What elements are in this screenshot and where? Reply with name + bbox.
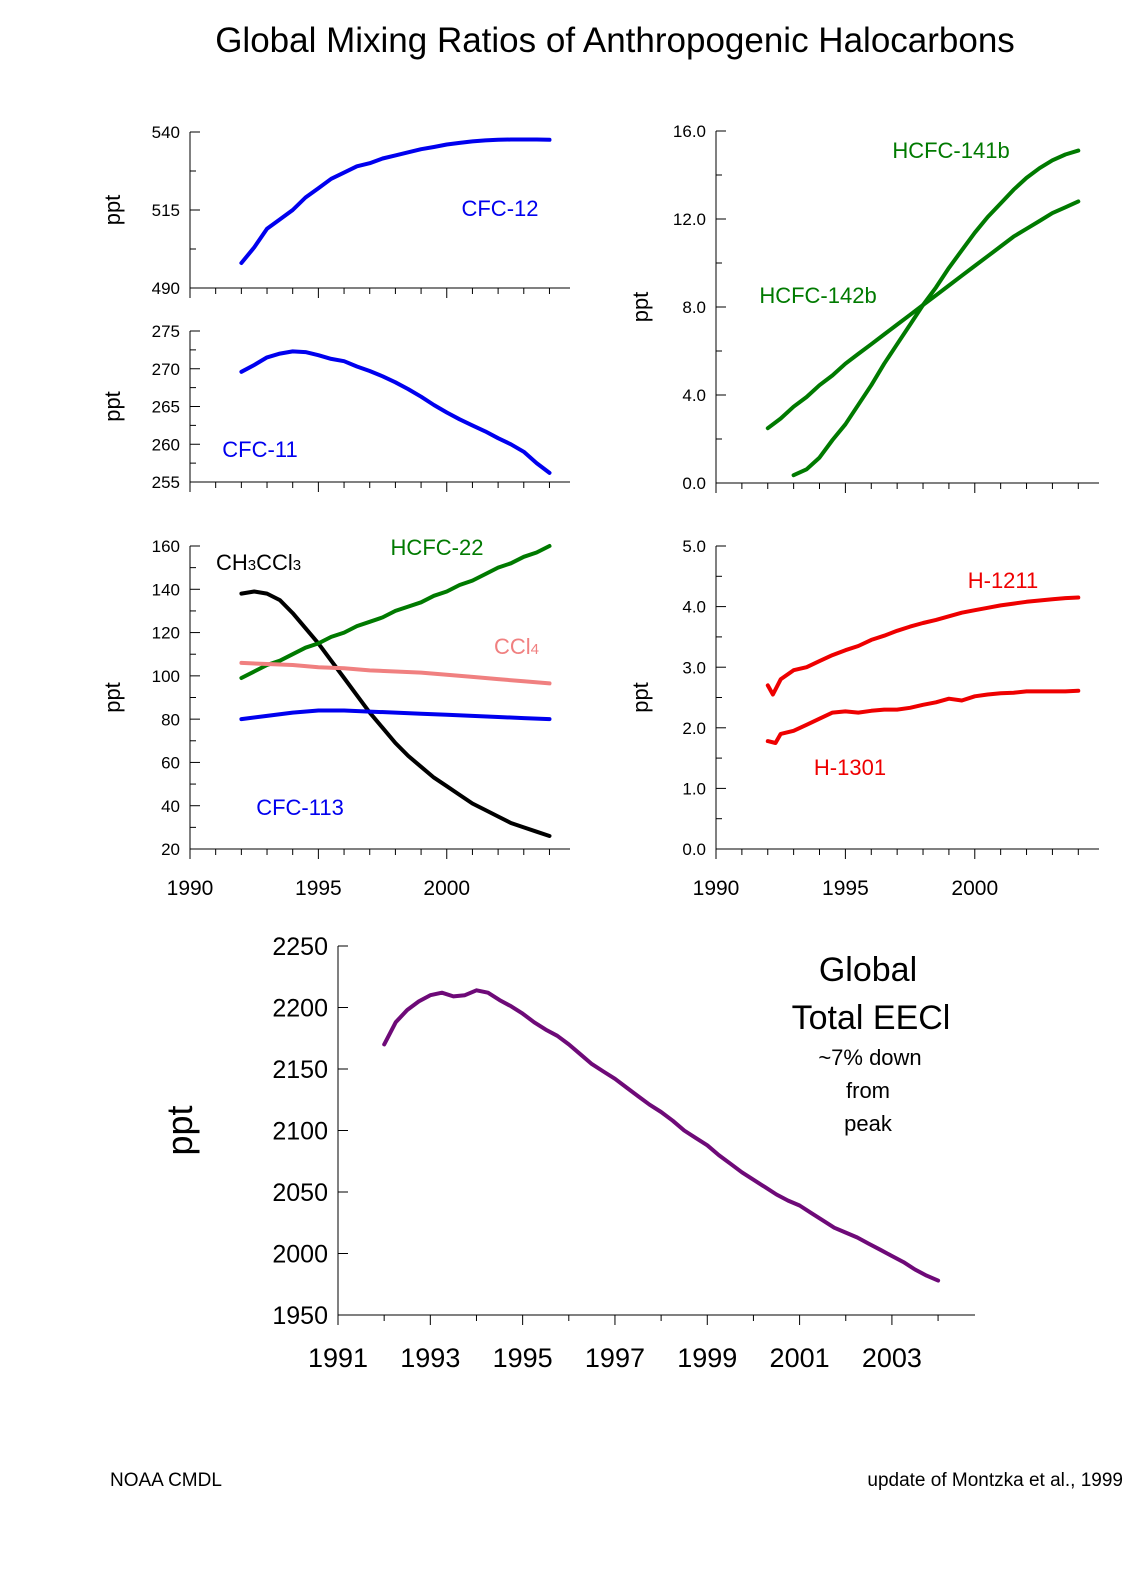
chart-eecl: 1950 2000 2050 2100 2150 2200 2250 1991 1993 1995…: [159, 933, 975, 1373]
ch3ccl3-label: CH3CCl3: [216, 550, 301, 575]
x-tick-label: 1999: [677, 1343, 737, 1373]
y-axis-label: ppt: [628, 292, 653, 323]
footer-source: NOAA CMDL: [110, 1470, 222, 1491]
y-tick-label: 255: [152, 473, 180, 492]
x-tick-label: 1991: [308, 1343, 368, 1373]
series-line-hcfc-22: [239, 544, 552, 680]
x-tick-label: 2000: [951, 877, 998, 900]
y-tick-label: 1.0: [682, 780, 706, 799]
cfc12-label: CFC-12: [461, 196, 538, 221]
y-tick-label: 20: [161, 840, 180, 859]
hcfc142b-label: HCFC-142b: [759, 283, 876, 308]
chart-mixed: 20 40 60 80 100 120 140 160 1990 1995 2000 ppt: [100, 537, 570, 900]
x-tick-label: 1995: [295, 877, 342, 900]
x-tick-label: 2003: [862, 1343, 922, 1373]
y-tick-label: 540: [152, 123, 180, 142]
x-tick-label: 1993: [400, 1343, 460, 1373]
y-axis-label: ppt: [100, 195, 125, 226]
eecl-line-3: ~7% down: [818, 1045, 921, 1070]
x-tick-label: 1997: [585, 1343, 645, 1373]
series-line-hcfc-141b: [791, 148, 1081, 478]
footer-reference: update of Montzka et al., 1999: [867, 1470, 1123, 1491]
y-tick-label: 490: [152, 279, 180, 298]
chart-halons: 0.0 1.0 2.0 3.0 4.0 5.0 1990 1995 2000 ppt: [628, 537, 1099, 900]
series-line-cfc-12: [239, 137, 552, 265]
x-tick-label: 2001: [770, 1343, 830, 1373]
y-axis-label: ppt: [100, 391, 125, 422]
x-tick-label: 1990: [167, 877, 214, 900]
cfc113-label: CFC-113: [256, 795, 344, 820]
y-tick-label: 3.0: [682, 658, 706, 677]
y-tick-label: 5.0: [682, 537, 706, 556]
x-tick-label: 1990: [693, 877, 740, 900]
y-tick-label: 265: [152, 398, 180, 417]
series-line-cfc-113: [239, 708, 552, 722]
y-axis-label: ppt: [628, 682, 653, 713]
y-tick-label: 2150: [272, 1056, 328, 1084]
y-tick-label: 2200: [272, 995, 328, 1023]
series-line-h-1301: [765, 688, 1081, 745]
y-tick-label: 275: [152, 322, 180, 341]
y-tick-label: 2000: [272, 1241, 328, 1269]
y-tick-label: 12.0: [673, 210, 706, 229]
y-axis-label: ppt: [159, 1105, 200, 1155]
chart-hcfc141b-142b: 0.0 4.0 8.0 12.0 16.0 ppt: [628, 122, 1099, 493]
y-tick-label: 16.0: [673, 122, 706, 141]
series-line-cfc-11: [239, 349, 552, 475]
x-tick-label: 1995: [822, 877, 869, 900]
y-tick-label: 2.0: [682, 719, 706, 738]
y-tick-label: 120: [152, 624, 180, 643]
ccl4-label: CCl4: [494, 634, 539, 659]
eecl-line-4: from: [846, 1078, 890, 1103]
eecl-line-5: peak: [844, 1111, 893, 1136]
chart-cfc12: 490 515 540 ppt: [100, 123, 570, 298]
series-line-ccl4: [239, 660, 552, 686]
y-tick-label: 60: [161, 754, 180, 773]
x-tick-label: 2000: [423, 877, 470, 900]
y-tick-label: 1950: [272, 1302, 328, 1330]
eecl-annotation: Global Total EECl ~7% down from peak: [792, 951, 951, 1136]
hcfc141b-label: HCFC-141b: [892, 138, 1009, 163]
y-tick-label: 2100: [272, 1118, 328, 1146]
y-tick-label: 160: [152, 537, 180, 556]
y-tick-label: 4.0: [682, 598, 706, 617]
series-line-ch3ccl3: [239, 589, 552, 838]
chart-cfc11: 255 260 265 270 275 ppt: [100, 322, 570, 492]
y-tick-label: 80: [161, 710, 180, 729]
y-axis-label: ppt: [100, 682, 125, 713]
series-line-eecl: [382, 988, 941, 1283]
y-tick-label: 4.0: [682, 386, 706, 405]
y-tick-label: 8.0: [682, 298, 706, 317]
y-tick-label: 0.0: [682, 840, 706, 859]
h1211-label: H-1211: [968, 568, 1039, 593]
y-tick-label: 2250: [272, 933, 328, 961]
y-tick-label: 270: [152, 360, 180, 379]
x-tick-label: 1995: [493, 1343, 553, 1373]
y-tick-label: 260: [152, 435, 180, 454]
figure-title: Global Mixing Ratios of Anthropogenic Ha…: [215, 21, 1015, 60]
y-tick-label: 140: [152, 580, 180, 599]
eecl-line-2: Total EECl: [792, 999, 951, 1037]
y-tick-label: 40: [161, 797, 180, 816]
y-tick-label: 515: [152, 201, 180, 220]
y-tick-label: 100: [152, 667, 180, 686]
y-tick-label: 0.0: [682, 474, 706, 493]
eecl-line-1: Global: [819, 951, 917, 989]
h1301-label: H-1301: [814, 755, 886, 780]
y-tick-label: 2050: [272, 1179, 328, 1207]
series-line-hcfc-142b: [765, 199, 1081, 431]
series-line-h-1211: [765, 595, 1081, 697]
cfc11-label: CFC-11: [222, 437, 297, 462]
hcfc22-label: HCFC-22: [391, 535, 484, 560]
